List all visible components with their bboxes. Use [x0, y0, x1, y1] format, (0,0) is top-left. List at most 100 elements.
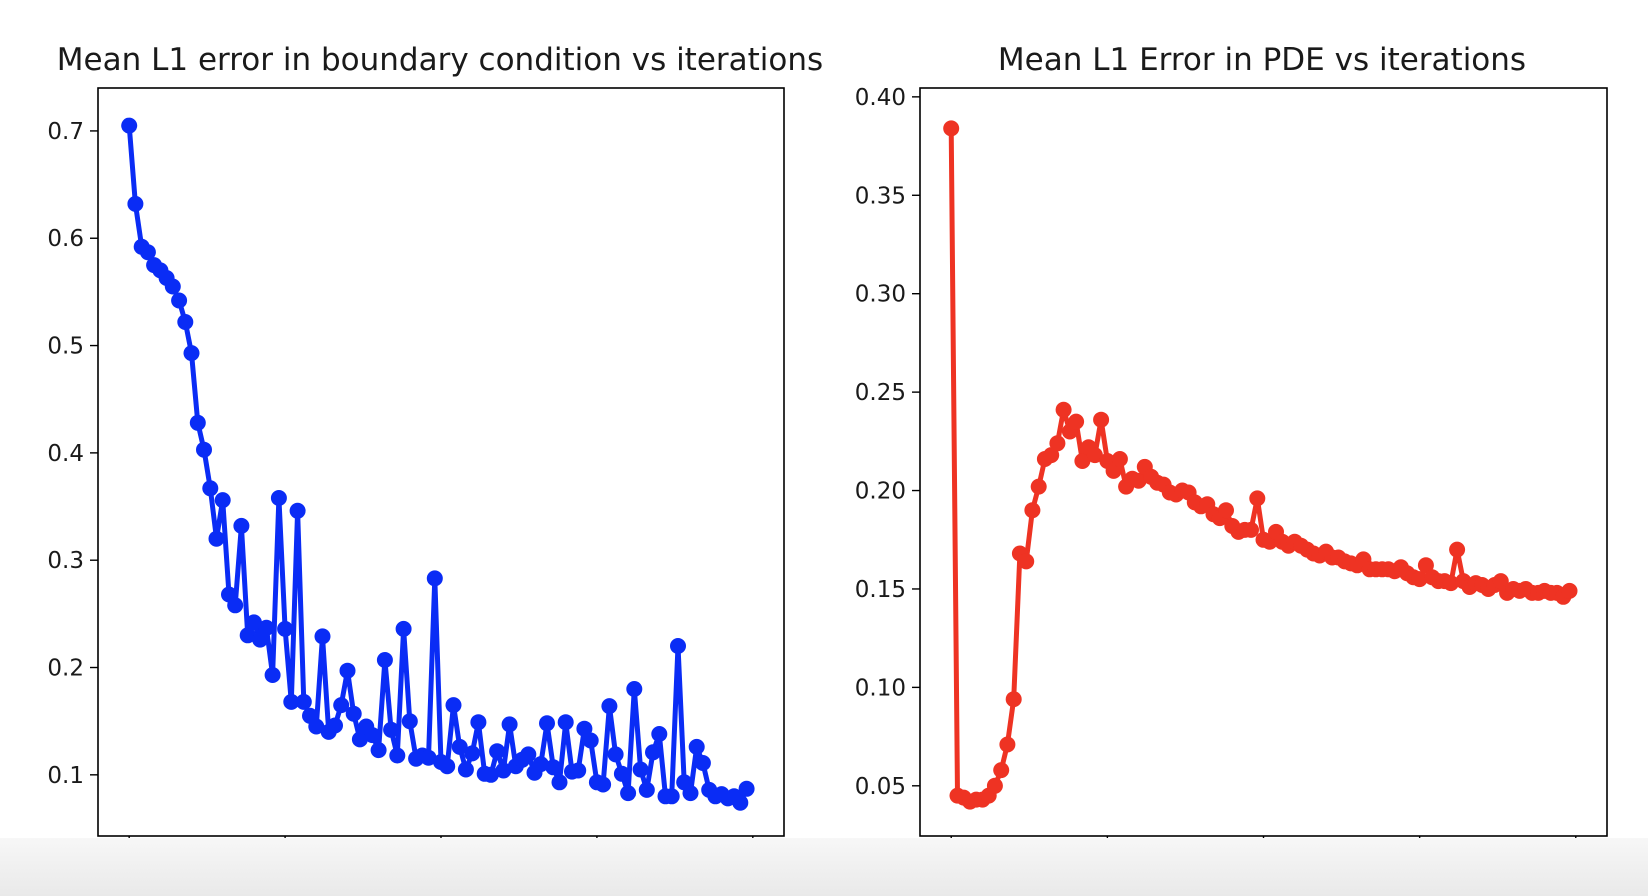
data-point: [1243, 521, 1259, 538]
data-point: [495, 762, 512, 779]
data-point: [426, 570, 443, 587]
data-point: [177, 314, 194, 330]
data-point: [258, 619, 275, 636]
data-point: [520, 746, 537, 763]
pde-error-chart: Mean L1 Error in PDE vs iterations 05001…: [855, 42, 1608, 878]
data-point: [576, 720, 593, 737]
data-point: [333, 697, 350, 714]
data-point: [1068, 413, 1085, 430]
data-point: [1130, 472, 1147, 489]
data-point: [607, 746, 624, 763]
data-point: [1018, 553, 1035, 570]
y-tick-label: 0.05: [855, 774, 906, 800]
data-point: [283, 693, 300, 710]
data-point: [1093, 411, 1110, 428]
data-point: [208, 530, 225, 547]
data-point: [457, 761, 474, 778]
data-point: [464, 745, 481, 762]
data-point: [171, 292, 188, 309]
y-tick-label: 0.35: [855, 183, 906, 209]
chart-title: Mean L1 Error in PDE vs iterations: [998, 42, 1526, 78]
data-point: [626, 681, 643, 697]
y-tick-label: 0.25: [855, 380, 906, 406]
data-point: [1492, 573, 1509, 590]
data-point: [1105, 462, 1122, 479]
data-point: [986, 777, 1003, 794]
y-axis: 0.05 0.10 0.15 0.20 0.25 0.30 0.35 0.40: [855, 85, 920, 800]
chart-title: Mean L1 error in boundary condition vs i…: [57, 42, 823, 78]
y-tick-label: 0.4: [47, 441, 84, 467]
data-point: [570, 762, 587, 779]
data-point: [1249, 490, 1266, 507]
y-tick-label: 0.3: [47, 548, 84, 574]
y-tick-label: 0.10: [855, 675, 906, 701]
y-tick-label: 0.2: [47, 656, 84, 682]
data-point: [345, 705, 362, 722]
data-point: [164, 278, 181, 295]
data-point: [501, 716, 518, 733]
data-point: [638, 781, 655, 798]
data-point: [601, 698, 618, 715]
data-point: [545, 759, 562, 776]
data-point: [539, 715, 555, 732]
data-point: [595, 776, 612, 793]
data-point: [183, 345, 200, 362]
data-point: [688, 738, 705, 755]
data-point: [1111, 451, 1128, 467]
data-point: [227, 597, 244, 614]
data-point: [1074, 453, 1091, 469]
data-point: [370, 742, 387, 759]
data-point: [732, 794, 749, 811]
data-point: [196, 441, 212, 458]
y-tick-label: 0.20: [855, 479, 906, 505]
data-point: [582, 732, 599, 749]
data-point: [993, 762, 1010, 779]
data-point: [1442, 575, 1459, 592]
data-point: [489, 743, 506, 760]
data-point: [277, 620, 294, 637]
data-point: [613, 765, 630, 782]
y-tick-label: 0.6: [47, 226, 84, 252]
data-point: [632, 761, 649, 778]
y-tick-label: 0.5: [47, 334, 84, 360]
y-axis: 0.1 0.2 0.3 0.4 0.5 0.6 0.7: [47, 119, 98, 789]
series-pde-error: [943, 120, 1578, 810]
data-point: [308, 718, 325, 735]
data-point: [395, 620, 412, 637]
data-point: [663, 788, 680, 805]
data-point: [1411, 571, 1428, 588]
data-point: [239, 627, 256, 644]
data-point: [694, 755, 711, 771]
data-point: [339, 662, 356, 679]
data-point: [451, 738, 468, 755]
data-point: [551, 774, 568, 791]
data-point: [1049, 435, 1066, 452]
data-point: [943, 120, 960, 137]
y-tick-label: 0.40: [855, 85, 906, 111]
data-point: [470, 714, 487, 731]
data-point: [439, 758, 456, 775]
data-point: [645, 744, 661, 761]
data-point: [1086, 447, 1103, 464]
data-point: [682, 785, 699, 802]
data-point: [139, 244, 156, 261]
data-point: [214, 492, 231, 509]
data-point: [1449, 541, 1466, 558]
data-point: [420, 749, 437, 766]
data-point: [401, 713, 418, 730]
y-tick-label: 0.15: [855, 577, 906, 603]
data-point: [620, 785, 637, 802]
data-point: [327, 717, 343, 734]
data-point: [351, 731, 368, 748]
data-point: [1030, 478, 1047, 495]
data-point: [1024, 502, 1041, 519]
data-point: [314, 628, 331, 645]
data-point: [445, 697, 462, 714]
data-point: [264, 667, 281, 683]
data-point: [670, 638, 686, 654]
data-point: [1218, 502, 1234, 519]
data-point: [289, 502, 306, 519]
data-point: [364, 727, 381, 744]
series-line: [126, 123, 750, 806]
